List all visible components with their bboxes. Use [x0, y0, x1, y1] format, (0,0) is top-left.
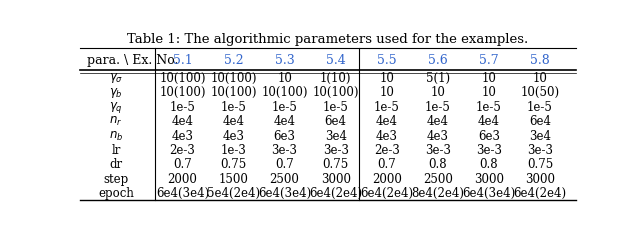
Text: 2500: 2500	[269, 172, 300, 185]
Text: 1e-5: 1e-5	[271, 100, 298, 113]
Text: 1e-3: 1e-3	[221, 143, 246, 156]
Text: 4e3: 4e3	[427, 129, 449, 142]
Text: 10: 10	[481, 86, 497, 99]
Text: 6e4(3e4): 6e4(3e4)	[462, 186, 516, 199]
Text: 5.7: 5.7	[479, 54, 499, 67]
Text: 5.1: 5.1	[173, 54, 192, 67]
Text: 5.5: 5.5	[377, 54, 397, 67]
Text: 6e4(2e4): 6e4(2e4)	[309, 186, 362, 199]
Text: 4e4: 4e4	[172, 115, 193, 128]
Text: $\gamma_\sigma$: $\gamma_\sigma$	[109, 71, 123, 85]
Text: 1e-5: 1e-5	[221, 100, 246, 113]
Text: 4e4: 4e4	[274, 115, 296, 128]
Text: 10: 10	[481, 72, 497, 85]
Text: 0.75: 0.75	[527, 158, 553, 170]
Text: 4e3: 4e3	[172, 129, 193, 142]
Text: 0.7: 0.7	[173, 158, 192, 170]
Text: 3e4: 3e4	[529, 129, 551, 142]
Text: 2e-3: 2e-3	[170, 143, 195, 156]
Text: 10(100): 10(100)	[312, 86, 359, 99]
Text: 2000: 2000	[168, 172, 197, 185]
Text: 10(100): 10(100)	[261, 86, 308, 99]
Text: 4e3: 4e3	[376, 129, 398, 142]
Text: 10(100): 10(100)	[211, 72, 257, 85]
Text: 5.6: 5.6	[428, 54, 448, 67]
Text: lr: lr	[111, 143, 121, 156]
Text: 6e3: 6e3	[274, 129, 296, 142]
Text: 10: 10	[380, 86, 394, 99]
Text: 2e-3: 2e-3	[374, 143, 400, 156]
Text: Table 1: The algorithmic parameters used for the examples.: Table 1: The algorithmic parameters used…	[127, 32, 529, 45]
Text: 2500: 2500	[423, 172, 453, 185]
Text: 6e3: 6e3	[478, 129, 500, 142]
Text: 10(50): 10(50)	[520, 86, 559, 99]
Text: 5.8: 5.8	[530, 54, 550, 67]
Text: 1e-5: 1e-5	[170, 100, 195, 113]
Text: 1500: 1500	[219, 172, 248, 185]
Text: 10(100): 10(100)	[159, 86, 205, 99]
Text: 3e-3: 3e-3	[527, 143, 553, 156]
Text: 6e4(3e4): 6e4(3e4)	[156, 186, 209, 199]
Text: para. \ Ex. No.: para. \ Ex. No.	[88, 54, 179, 67]
Text: 4e4: 4e4	[223, 115, 244, 128]
Text: 3e-3: 3e-3	[323, 143, 349, 156]
Text: 3e4: 3e4	[324, 129, 347, 142]
Text: 6e4: 6e4	[529, 115, 551, 128]
Text: 4e3: 4e3	[223, 129, 244, 142]
Text: 0.7: 0.7	[275, 158, 294, 170]
Text: 4e4: 4e4	[478, 115, 500, 128]
Text: 6e4(2e4): 6e4(2e4)	[360, 186, 413, 199]
Text: 1(10): 1(10)	[320, 72, 351, 85]
Text: 3e-3: 3e-3	[271, 143, 298, 156]
Text: 1e-5: 1e-5	[527, 100, 553, 113]
Text: 10: 10	[431, 86, 445, 99]
Text: 10(100): 10(100)	[211, 86, 257, 99]
Text: 0.7: 0.7	[378, 158, 396, 170]
Text: 5e4(2e4): 5e4(2e4)	[207, 186, 260, 199]
Text: $n_r$: $n_r$	[109, 115, 123, 128]
Text: 6e4: 6e4	[324, 115, 347, 128]
Text: 5.4: 5.4	[326, 54, 346, 67]
Text: dr: dr	[109, 158, 122, 170]
Text: $n_b$: $n_b$	[109, 129, 123, 142]
Text: 10: 10	[277, 72, 292, 85]
Text: 10(100): 10(100)	[159, 72, 205, 85]
Text: 0.8: 0.8	[429, 158, 447, 170]
Text: 0.75: 0.75	[220, 158, 246, 170]
Text: $\gamma_b$: $\gamma_b$	[109, 86, 123, 99]
Text: 5.3: 5.3	[275, 54, 294, 67]
Text: 3e-3: 3e-3	[476, 143, 502, 156]
Text: $\gamma_q$: $\gamma_q$	[109, 99, 123, 114]
Text: 6e4(3e4): 6e4(3e4)	[258, 186, 311, 199]
Text: 10: 10	[380, 72, 394, 85]
Text: 4e4: 4e4	[427, 115, 449, 128]
Text: 10: 10	[532, 72, 547, 85]
Text: 3000: 3000	[474, 172, 504, 185]
Text: 2000: 2000	[372, 172, 402, 185]
Text: 1e-5: 1e-5	[425, 100, 451, 113]
Text: 1e-5: 1e-5	[323, 100, 349, 113]
Text: step: step	[103, 172, 129, 185]
Text: 3e-3: 3e-3	[425, 143, 451, 156]
Text: 3000: 3000	[321, 172, 351, 185]
Text: 6e4(2e4): 6e4(2e4)	[513, 186, 566, 199]
Text: 0.8: 0.8	[479, 158, 499, 170]
Text: 5.2: 5.2	[224, 54, 243, 67]
Text: 3000: 3000	[525, 172, 555, 185]
Text: epoch: epoch	[98, 186, 134, 199]
Text: 0.75: 0.75	[323, 158, 349, 170]
Text: 1e-5: 1e-5	[374, 100, 400, 113]
Text: 8e4(2e4): 8e4(2e4)	[412, 186, 465, 199]
Text: 4e4: 4e4	[376, 115, 398, 128]
Text: 5(1): 5(1)	[426, 72, 450, 85]
Text: 1e-5: 1e-5	[476, 100, 502, 113]
